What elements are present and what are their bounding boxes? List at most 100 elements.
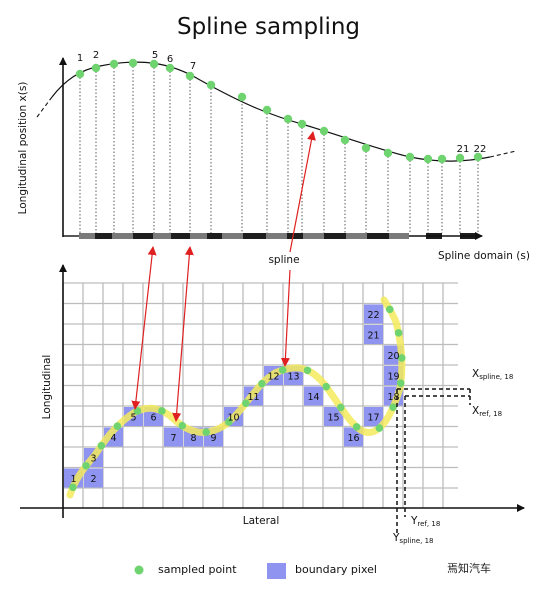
pixel-label: 12 bbox=[267, 372, 279, 383]
top-sampled-point bbox=[473, 152, 483, 162]
pixel-label: 7 bbox=[170, 433, 176, 444]
x-ref-annotation: Xref, 18 bbox=[472, 405, 502, 418]
legend-sampled-point: sampled point bbox=[158, 563, 237, 576]
bottom-sampled-point bbox=[178, 421, 187, 430]
pixel-label: 21 bbox=[367, 331, 379, 342]
bottom-x-axis-label: Lateral bbox=[243, 515, 280, 527]
top-point-label-22: 22 bbox=[474, 144, 487, 155]
domain-segment bbox=[367, 233, 389, 239]
pixel-label: 10 bbox=[227, 413, 239, 424]
bottom-sampled-point bbox=[242, 399, 250, 408]
top-plot: Longitudinal position x(s) Spline domain… bbox=[17, 50, 530, 266]
bottom-sampled-point bbox=[394, 329, 403, 337]
top-sampled-point bbox=[283, 114, 293, 124]
top-point-label-6: 6 bbox=[167, 54, 173, 65]
top-sampled-point bbox=[262, 105, 272, 115]
top-sampled-point bbox=[91, 63, 101, 73]
spline-label: spline bbox=[268, 254, 299, 266]
boundary-pixels bbox=[64, 304, 403, 488]
y-spline-annotation: Yspline, 18 bbox=[392, 532, 434, 545]
bottom-sampled-points bbox=[69, 305, 406, 492]
top-sampled-point bbox=[109, 59, 119, 69]
top-point-label-7: 7 bbox=[190, 61, 196, 72]
watermark: 焉知汽车 bbox=[447, 562, 491, 575]
top-sampled-point bbox=[75, 69, 85, 79]
top-point-label-1: 1 bbox=[77, 53, 83, 64]
y-ref-annotation: Yref, 18 bbox=[410, 515, 440, 528]
pixel-label: 11 bbox=[247, 392, 259, 403]
domain-segment bbox=[324, 233, 346, 239]
bottom-sampled-point bbox=[202, 428, 210, 436]
pixel-label: 19 bbox=[387, 372, 399, 383]
bottom-sampled-point bbox=[278, 366, 287, 374]
pixel-label: 3 bbox=[90, 454, 96, 465]
boundary-pixel bbox=[84, 468, 103, 488]
top-x-axis-label: Spline domain (s) bbox=[438, 250, 530, 262]
bottom-sampled-point bbox=[303, 366, 312, 375]
pixel-label: 13 bbox=[287, 372, 299, 383]
arrow-point-7 bbox=[172, 246, 194, 422]
bottom-sampled-point bbox=[385, 305, 394, 314]
bottom-sampled-point bbox=[82, 461, 90, 470]
domain-segment bbox=[133, 233, 153, 239]
x-spline-annotation: Xspline, 18 bbox=[472, 368, 513, 381]
spline-curve bbox=[51, 61, 491, 162]
arrow-spline-down bbox=[280, 269, 291, 367]
bottom-sampled-point bbox=[336, 403, 345, 412]
bottom-sampled-point bbox=[352, 423, 361, 431]
bottom-sampled-point bbox=[158, 407, 166, 415]
top-sampled-point bbox=[206, 80, 216, 90]
pixel-label: 15 bbox=[327, 413, 339, 424]
top-sampled-point bbox=[319, 126, 329, 136]
boundary-pixel bbox=[364, 407, 383, 426]
pixel-label: 5 bbox=[130, 413, 136, 424]
boundary-pixel bbox=[364, 325, 383, 344]
top-sampled-point bbox=[297, 119, 307, 129]
boundary-pixel bbox=[364, 304, 383, 324]
domain-segment bbox=[207, 233, 222, 239]
legend-point-swatch bbox=[134, 565, 144, 575]
bottom-sampled-point bbox=[389, 403, 397, 411]
pixel-label: 6 bbox=[150, 413, 156, 424]
top-sampled-point bbox=[383, 148, 393, 158]
domain-segment bbox=[243, 233, 266, 239]
drop-lines bbox=[79, 63, 479, 233]
top-point-label-2: 2 bbox=[93, 50, 99, 61]
bottom-sampled-point bbox=[69, 483, 77, 492]
figure-title: Spline sampling bbox=[176, 14, 361, 40]
pixel-label: 17 bbox=[367, 413, 379, 424]
top-point-label-5: 5 bbox=[152, 50, 158, 61]
arrow-spline-up bbox=[289, 131, 316, 253]
top-sampled-point bbox=[455, 153, 465, 163]
top-sampled-point bbox=[185, 71, 195, 81]
arrow-point-5 bbox=[131, 246, 157, 410]
bottom-sampled-point bbox=[225, 418, 233, 426]
bottom-y-axis-label: Longitudinal bbox=[41, 355, 53, 420]
pixel-label: 18 bbox=[387, 392, 399, 403]
top-sampled-point bbox=[361, 143, 371, 153]
bottom-sampled-point bbox=[375, 424, 384, 432]
top-sampled-point bbox=[237, 92, 247, 102]
top-y-axis-label: Longitudinal position x(s) bbox=[17, 82, 29, 215]
legend-pixel-swatch bbox=[267, 563, 286, 579]
pixel-label: 1 bbox=[70, 474, 76, 485]
pixel-label: 9 bbox=[210, 433, 216, 444]
top-sampled-point bbox=[165, 63, 175, 73]
domain-segment bbox=[95, 233, 112, 239]
legend-boundary-pixel: boundary pixel bbox=[295, 563, 377, 576]
top-sampled-points bbox=[75, 58, 483, 164]
pixel-label: 2 bbox=[90, 474, 96, 485]
bottom-sampled-point bbox=[97, 441, 106, 450]
bottom-sampled-point bbox=[396, 379, 405, 387]
pixel-label: 14 bbox=[307, 392, 319, 403]
point-18-references bbox=[396, 388, 471, 535]
bottom-sampled-point bbox=[113, 422, 122, 430]
domain-segment bbox=[287, 233, 303, 239]
domain-segment bbox=[171, 233, 190, 239]
boundary-pixel bbox=[164, 427, 183, 447]
correspondence-arrows bbox=[131, 131, 316, 422]
